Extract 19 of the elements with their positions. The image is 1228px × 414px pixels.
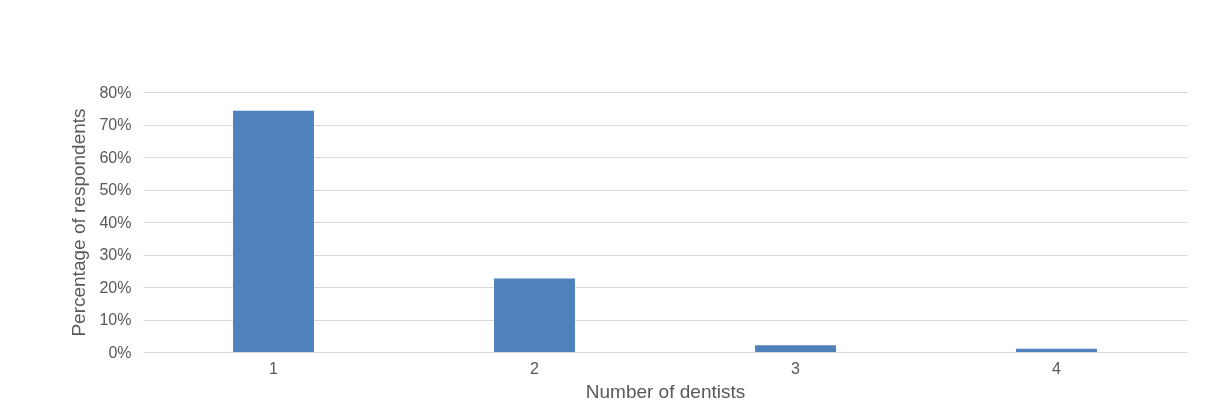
bar (1016, 348, 1097, 352)
y-tick-label: 50% (99, 181, 132, 198)
y-axis-title: Percentage of respondents (68, 108, 90, 337)
x-tick-label: 2 (530, 359, 540, 377)
y-tick-label: 80% (99, 83, 132, 101)
x-tick-label: 4 (1052, 359, 1062, 377)
x-tick-label: 1 (269, 359, 279, 377)
y-tick-label: 70% (99, 116, 132, 133)
bar (755, 345, 836, 352)
y-tick-label: 0% (108, 343, 132, 361)
bar (233, 110, 314, 352)
y-tick-label: 20% (99, 278, 132, 296)
bar (494, 278, 575, 352)
y-tick-label: 30% (99, 246, 132, 263)
x-tick-label: 3 (791, 359, 801, 377)
x-axis-title: Number of dentists (585, 380, 746, 402)
y-tick-label: 10% (99, 311, 132, 328)
y-tick-label: 60% (99, 148, 132, 166)
y-tick-label: 40% (99, 213, 132, 231)
